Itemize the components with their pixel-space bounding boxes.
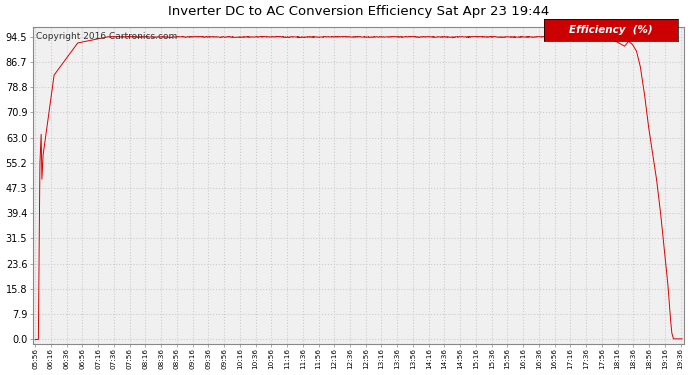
Text: Copyright 2016 Cartronics.com: Copyright 2016 Cartronics.com	[36, 32, 177, 41]
Title: Inverter DC to AC Conversion Efficiency Sat Apr 23 19:44: Inverter DC to AC Conversion Efficiency …	[168, 5, 549, 18]
